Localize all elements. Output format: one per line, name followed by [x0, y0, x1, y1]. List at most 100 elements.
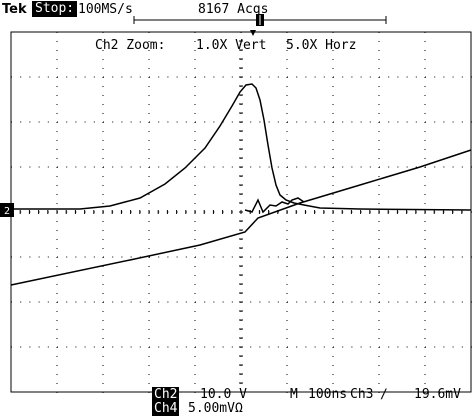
- grid-dot: [56, 293, 58, 294]
- grid-dot: [332, 176, 334, 177]
- grid-dot: [222, 301, 224, 303]
- grid-dot: [286, 50, 288, 51]
- trigger-ripple: [244, 197, 305, 214]
- sample-rate: 100MS/s: [78, 2, 133, 17]
- grid-dot: [194, 392, 196, 393]
- grid-dot: [194, 50, 196, 51]
- grid-dot: [11, 166, 12, 168]
- grid-dot: [378, 293, 380, 294]
- grid-dot: [194, 284, 196, 285]
- grid-dot: [66, 76, 68, 78]
- grid-dot: [56, 95, 58, 96]
- grid-dot: [342, 301, 344, 303]
- grid-dot: [378, 59, 380, 60]
- grid-dot: [461, 256, 463, 258]
- grid-dot: [102, 68, 104, 69]
- grid-dot: [286, 149, 288, 150]
- grid-dot: [424, 95, 426, 96]
- grid-dot: [167, 121, 169, 123]
- grid-dot: [148, 104, 150, 105]
- grid-dot: [332, 329, 334, 330]
- grid-dot: [29, 76, 31, 78]
- grid-dot: [323, 256, 325, 258]
- grid-dot: [333, 76, 334, 78]
- grid-dot: [332, 32, 334, 33]
- grid-dot: [158, 121, 160, 123]
- grid-dot: [424, 140, 426, 141]
- grid-dot: [103, 256, 104, 258]
- grid-dot: [277, 346, 279, 348]
- brand-label: Tek: [2, 2, 27, 17]
- grid-dot: [222, 256, 224, 258]
- grid-dot: [305, 166, 307, 168]
- grid-dot: [75, 166, 77, 168]
- grid-dot: [296, 256, 298, 258]
- grid-dot: [102, 185, 104, 186]
- grid-dot: [56, 248, 58, 249]
- grid-dot: [286, 383, 288, 384]
- grid-dot: [332, 41, 334, 42]
- grid-dot: [103, 166, 104, 168]
- grid-dot: [268, 256, 270, 258]
- trigger-source: Ch3: [350, 387, 374, 402]
- grid-dot: [194, 320, 196, 321]
- grid-dot: [102, 239, 104, 240]
- grid-dot: [332, 248, 334, 249]
- grid-dot: [342, 76, 344, 78]
- timebase-label: M: [290, 387, 298, 402]
- grid-dot: [314, 256, 316, 258]
- grid-dot: [452, 121, 454, 123]
- grid-dot: [379, 166, 380, 168]
- grid-dot: [332, 131, 334, 132]
- grid-dot: [149, 121, 150, 123]
- grid-dot: [369, 301, 371, 303]
- grid-dot: [148, 356, 150, 357]
- grid-dot: [424, 266, 426, 267]
- grid-dot: [424, 248, 426, 249]
- grid-dot: [222, 346, 224, 348]
- grid-dot: [332, 68, 334, 69]
- ch4-scale: 5.00mVΩ: [188, 401, 243, 416]
- grid-dot: [149, 301, 150, 303]
- grid-dot: [379, 301, 380, 303]
- grid-dot: [424, 221, 426, 222]
- grid-dot: [47, 121, 49, 123]
- grid-dot: [268, 301, 270, 303]
- grid-dot: [333, 301, 334, 303]
- grid-dot: [148, 266, 150, 267]
- grid-dot: [351, 301, 353, 303]
- grid-dot: [167, 166, 169, 168]
- grid-dot: [461, 76, 463, 78]
- ch2-pulse-trace: [11, 83, 472, 211]
- grid-dot: [148, 131, 150, 132]
- grid-dot: [332, 293, 334, 294]
- grid-dot: [158, 256, 160, 258]
- grid-dot: [148, 203, 150, 204]
- grid-dot: [415, 166, 417, 168]
- grid-dot: [93, 256, 95, 258]
- grid-dot: [397, 121, 399, 123]
- grid-dot: [332, 104, 334, 105]
- grid-dot: [121, 76, 123, 78]
- grid-dot: [360, 166, 362, 168]
- grid-dot: [424, 59, 426, 60]
- grid-dot: [378, 32, 380, 33]
- grid-dot: [194, 104, 196, 105]
- grid-dot: [112, 76, 114, 78]
- grid-dot: [296, 76, 298, 78]
- grid-dot: [332, 239, 334, 240]
- grid-dot: [424, 203, 426, 204]
- grid-dot: [397, 301, 399, 303]
- grid-dot: [102, 95, 104, 96]
- grid-dot: [332, 158, 334, 159]
- grid-dot: [194, 59, 196, 60]
- grid-dot: [443, 301, 445, 303]
- trigger-slope-icon: ∕: [380, 387, 388, 402]
- ch2-label: Ch2: [152, 387, 180, 402]
- grid-dot: [102, 104, 104, 105]
- grid-dot: [378, 194, 380, 195]
- grid-dot: [461, 346, 463, 348]
- grid-dot: [102, 320, 104, 321]
- grid-dot: [378, 68, 380, 69]
- grid-dot: [378, 320, 380, 321]
